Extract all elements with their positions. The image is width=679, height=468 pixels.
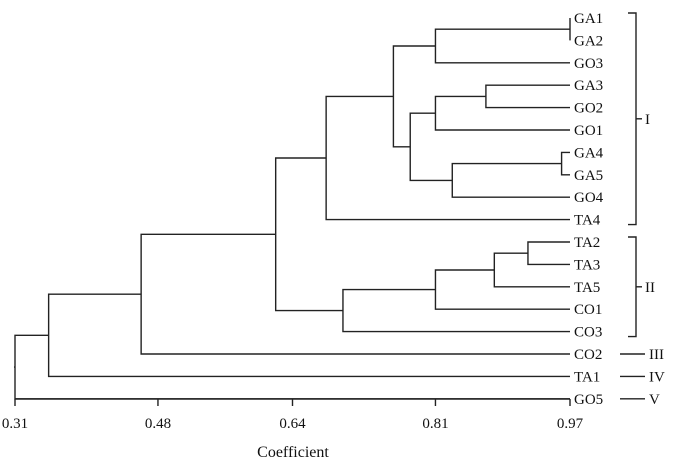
cluster-bracket-i: [628, 12, 637, 226]
x-tick-label-4: 0.97: [557, 416, 584, 432]
leaf-label-ta2: TA2: [574, 235, 600, 251]
cluster-label-i: I: [645, 112, 650, 128]
leaf-label-ga2: GA2: [574, 33, 603, 49]
cluster-brackets: [620, 12, 645, 400]
leaf-label-ga3: GA3: [574, 78, 603, 94]
x-tick-label-0: 0.31: [2, 416, 28, 432]
cluster-label-ii: II: [645, 280, 655, 296]
leaf-label-ta3: TA3: [574, 257, 600, 273]
cluster-bracket-ii: [628, 236, 637, 338]
branch-12: [342, 288, 570, 333]
leaf-label-co2: CO2: [574, 347, 602, 363]
branch-16: [14, 334, 570, 400]
branch-15: [47, 293, 570, 378]
leaf-label-go4: GO4: [574, 190, 604, 206]
x-axis-title: Coefficient: [257, 444, 329, 461]
leaf-label-ta1: TA1: [574, 369, 600, 385]
cluster-label-iii: III: [649, 347, 664, 363]
leaf-label-go1: GO1: [574, 123, 603, 139]
x-axis: 0.31 0.48 0.64 0.81 0.97 Coefficient: [2, 398, 584, 461]
branch-6: [451, 162, 570, 198]
leaf-label-go3: GO3: [574, 56, 603, 72]
branch-1: [560, 151, 570, 176]
branch-11: [434, 269, 570, 310]
branch-14: [140, 233, 570, 355]
leaf-label-go2: GO2: [574, 101, 603, 117]
branch-10: [493, 252, 570, 288]
leaf-label-go5: GO5: [574, 392, 603, 408]
cluster-label-iv: IV: [649, 369, 665, 385]
branch-5: [434, 95, 570, 131]
branch-8: [392, 45, 436, 148]
leaf-labels: GA1 GA2 GO3 GA3 GO2 GO1 GA4 GA5 GO4 TA4 TA2 TA3 TA5 C…: [574, 11, 604, 408]
leaf-label-co3: CO3: [574, 325, 602, 341]
leaf-label-ga5: GA5: [574, 168, 603, 184]
leaf-label-ga4: GA4: [574, 145, 604, 161]
dendrogram-branches: [14, 18, 571, 400]
x-axis-ticks: 0.31 0.48 0.64 0.81 0.97: [2, 399, 584, 432]
branch-13: [274, 157, 343, 312]
branch-3: [434, 28, 570, 64]
branch-4: [485, 84, 570, 109]
branch-9: [325, 95, 570, 221]
x-tick-label-1: 0.48: [145, 416, 171, 432]
branch-2: [527, 241, 570, 266]
leaf-label-ta4: TA4: [574, 213, 601, 229]
x-tick-label-3: 0.81: [422, 416, 448, 432]
cluster-label-v: V: [649, 392, 660, 408]
leaf-label-co1: CO1: [574, 302, 602, 318]
x-tick-label-2: 0.64: [279, 416, 306, 432]
leaf-label-ta5: TA5: [574, 280, 600, 296]
branch-7: [409, 112, 453, 182]
leaf-label-ga1: GA1: [574, 11, 603, 27]
